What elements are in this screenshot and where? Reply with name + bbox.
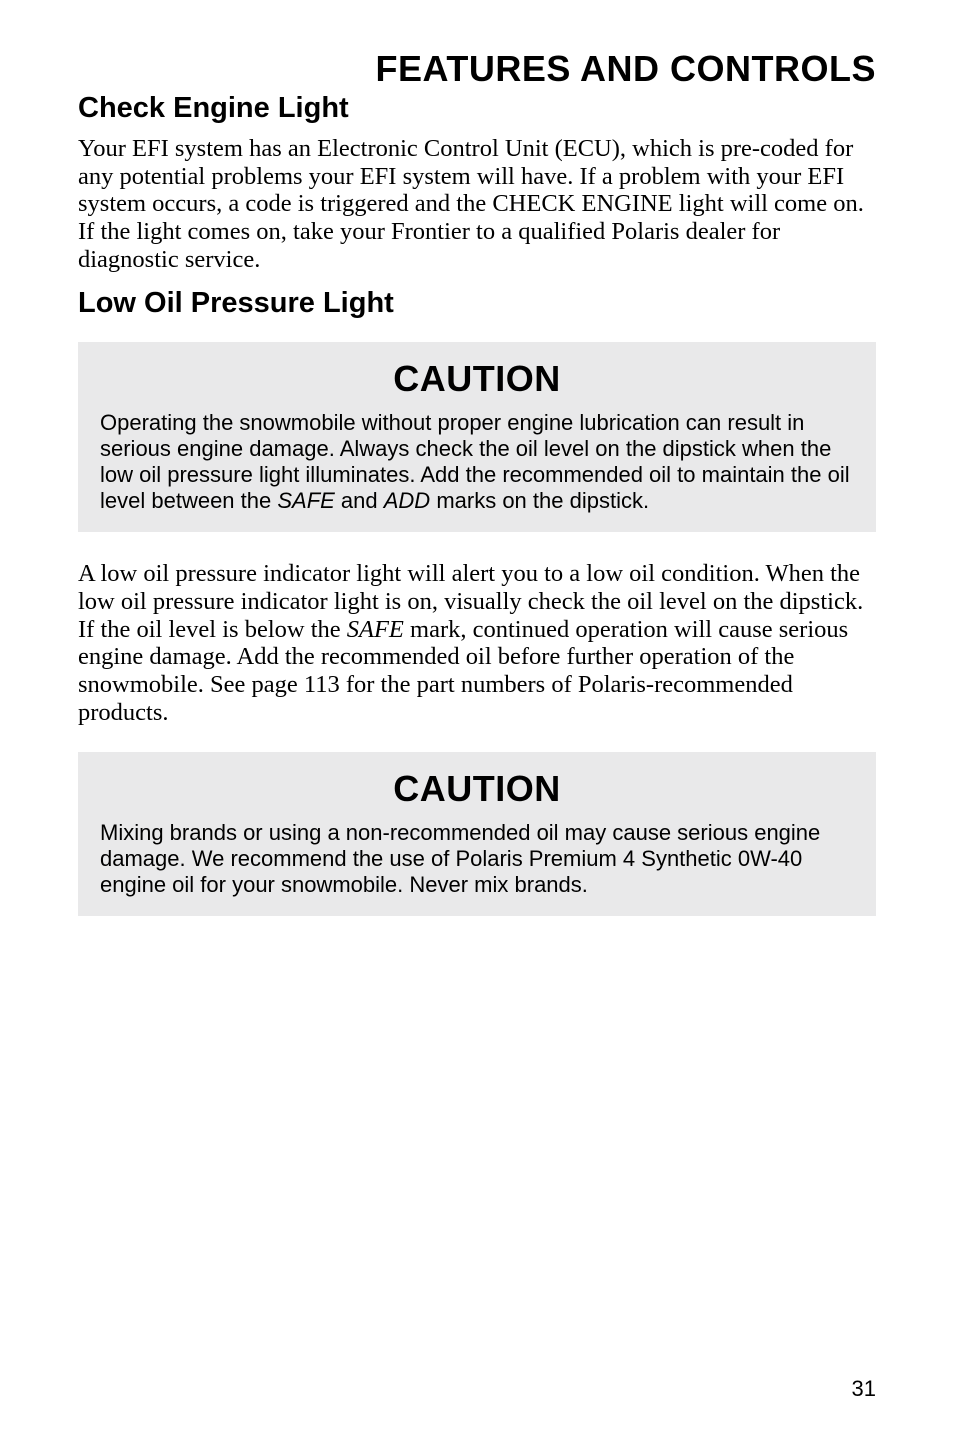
- page-container: FEATURES AND CONTROLS Check Engine Light…: [0, 0, 954, 1004]
- page-number: 31: [852, 1376, 876, 1402]
- caution-1-title: CAUTION: [100, 358, 854, 400]
- caution-box-1: CAUTION Operating the snowmobile without…: [78, 342, 876, 532]
- page-title: FEATURES AND CONTROLS: [78, 48, 876, 90]
- low-oil-safe-word: SAFE: [347, 616, 404, 643]
- section-heading-check-engine: Check Engine Light: [78, 92, 876, 125]
- section-heading-low-oil: Low Oil Pressure Light: [78, 287, 876, 320]
- caution-1-body: Operating the snowmobile without proper …: [100, 410, 854, 514]
- caution-1-safe-word: SAFE: [277, 488, 334, 513]
- caution-box-2: CAUTION Mixing brands or using a non-rec…: [78, 752, 876, 916]
- check-engine-paragraph: Your EFI system has an Electronic Contro…: [78, 135, 876, 273]
- caution-1-add-word: ADD: [384, 488, 430, 513]
- low-oil-paragraph: A low oil pressure indicator light will …: [78, 560, 876, 726]
- caution-2-body: Mixing brands or using a non-recommended…: [100, 820, 854, 898]
- caution-2-title: CAUTION: [100, 768, 854, 810]
- caution-1-text-post: marks on the dipstick.: [430, 488, 649, 513]
- caution-1-text-mid: and: [335, 488, 384, 513]
